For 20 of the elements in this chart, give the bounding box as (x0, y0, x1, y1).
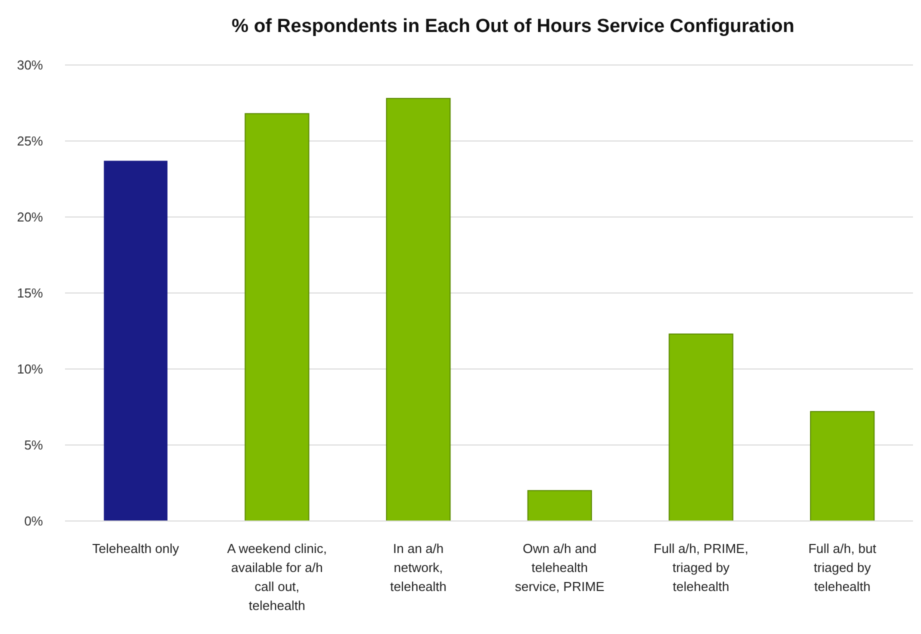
y-tick-label: 25% (16, 134, 44, 149)
x-tick-label: Full a/h, PRIME, triaged by telehealth (654, 541, 748, 594)
bar (668, 334, 734, 522)
y-tick-label: 30% (16, 58, 44, 73)
y-tick-label: 0% (24, 514, 44, 529)
bar (810, 411, 875, 522)
chart-title: % of Respondents in Each Out of Hours Service Configuration (232, 16, 794, 37)
bar (527, 490, 592, 522)
y-tick-label: 20% (16, 210, 44, 225)
x-tick-label: In an a/h network, telehealth (390, 541, 447, 594)
y-tick-label: 10% (16, 362, 44, 377)
x-tick-label: Full a/h, but triaged by telehealth (808, 541, 877, 594)
y-tick-label: 5% (24, 438, 44, 453)
bar (104, 160, 168, 521)
x-tick-label: Own a/h and telehealth service, PRIME (514, 541, 605, 594)
bar (386, 98, 451, 522)
x-tick-label: Telehealth only (92, 541, 180, 556)
bar (244, 113, 310, 522)
y-tick-label: 15% (16, 286, 44, 301)
x-tick-label: A weekend clinic, available for a/h call out, telehealth (227, 541, 327, 613)
